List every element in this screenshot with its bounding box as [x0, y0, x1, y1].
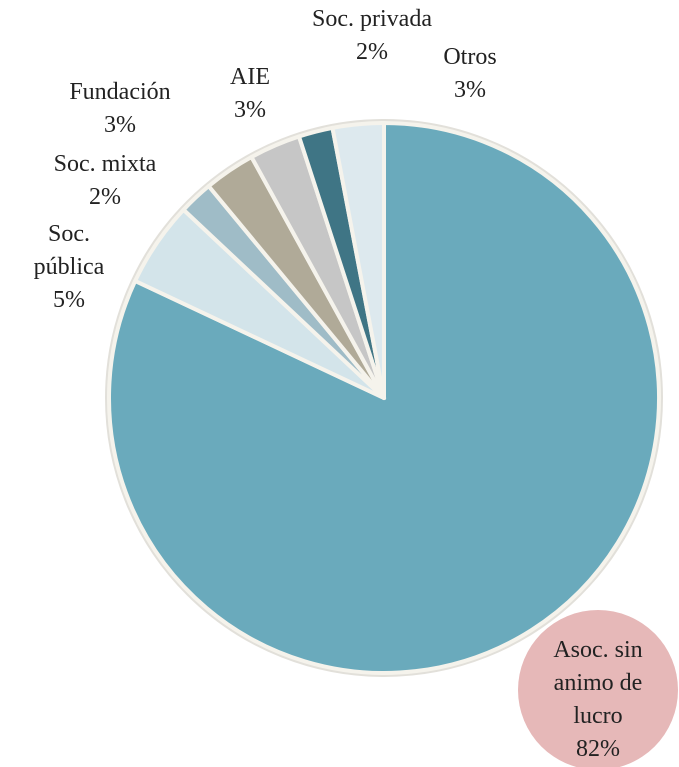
category-name: Soc. privada	[312, 6, 432, 32]
category-name: AIE	[230, 64, 270, 90]
slice-label: Fundación 3%	[40, 76, 200, 142]
label-highlight	[518, 610, 678, 767]
slice-label: Soc. privada 2%	[312, 3, 432, 69]
value-label: 2%	[89, 184, 121, 210]
value-label: 5%	[53, 287, 85, 313]
slice-label: Soc. mixta 2%	[30, 148, 180, 214]
category-name: Soc. mixta	[53, 151, 157, 177]
slice-label: Asoc. sin animo de lucro 82%	[538, 634, 658, 766]
category-name: Otros	[443, 44, 497, 70]
category-name: Asoc. sin animo de lucro	[553, 637, 643, 729]
value-label: 82%	[576, 736, 620, 762]
value-label: 3%	[104, 112, 136, 138]
value-label: 2%	[356, 39, 388, 65]
slice-label: AIE 3%	[205, 61, 295, 127]
pie-slice	[330, 121, 386, 400]
category-name: Fundación	[69, 79, 171, 105]
value-label: 3%	[454, 77, 486, 103]
value-label: 3%	[234, 97, 266, 123]
category-name: Soc. pública	[33, 221, 105, 280]
slice-label: Otros 3%	[420, 41, 520, 107]
slice-label: Soc. pública 5%	[10, 218, 128, 317]
